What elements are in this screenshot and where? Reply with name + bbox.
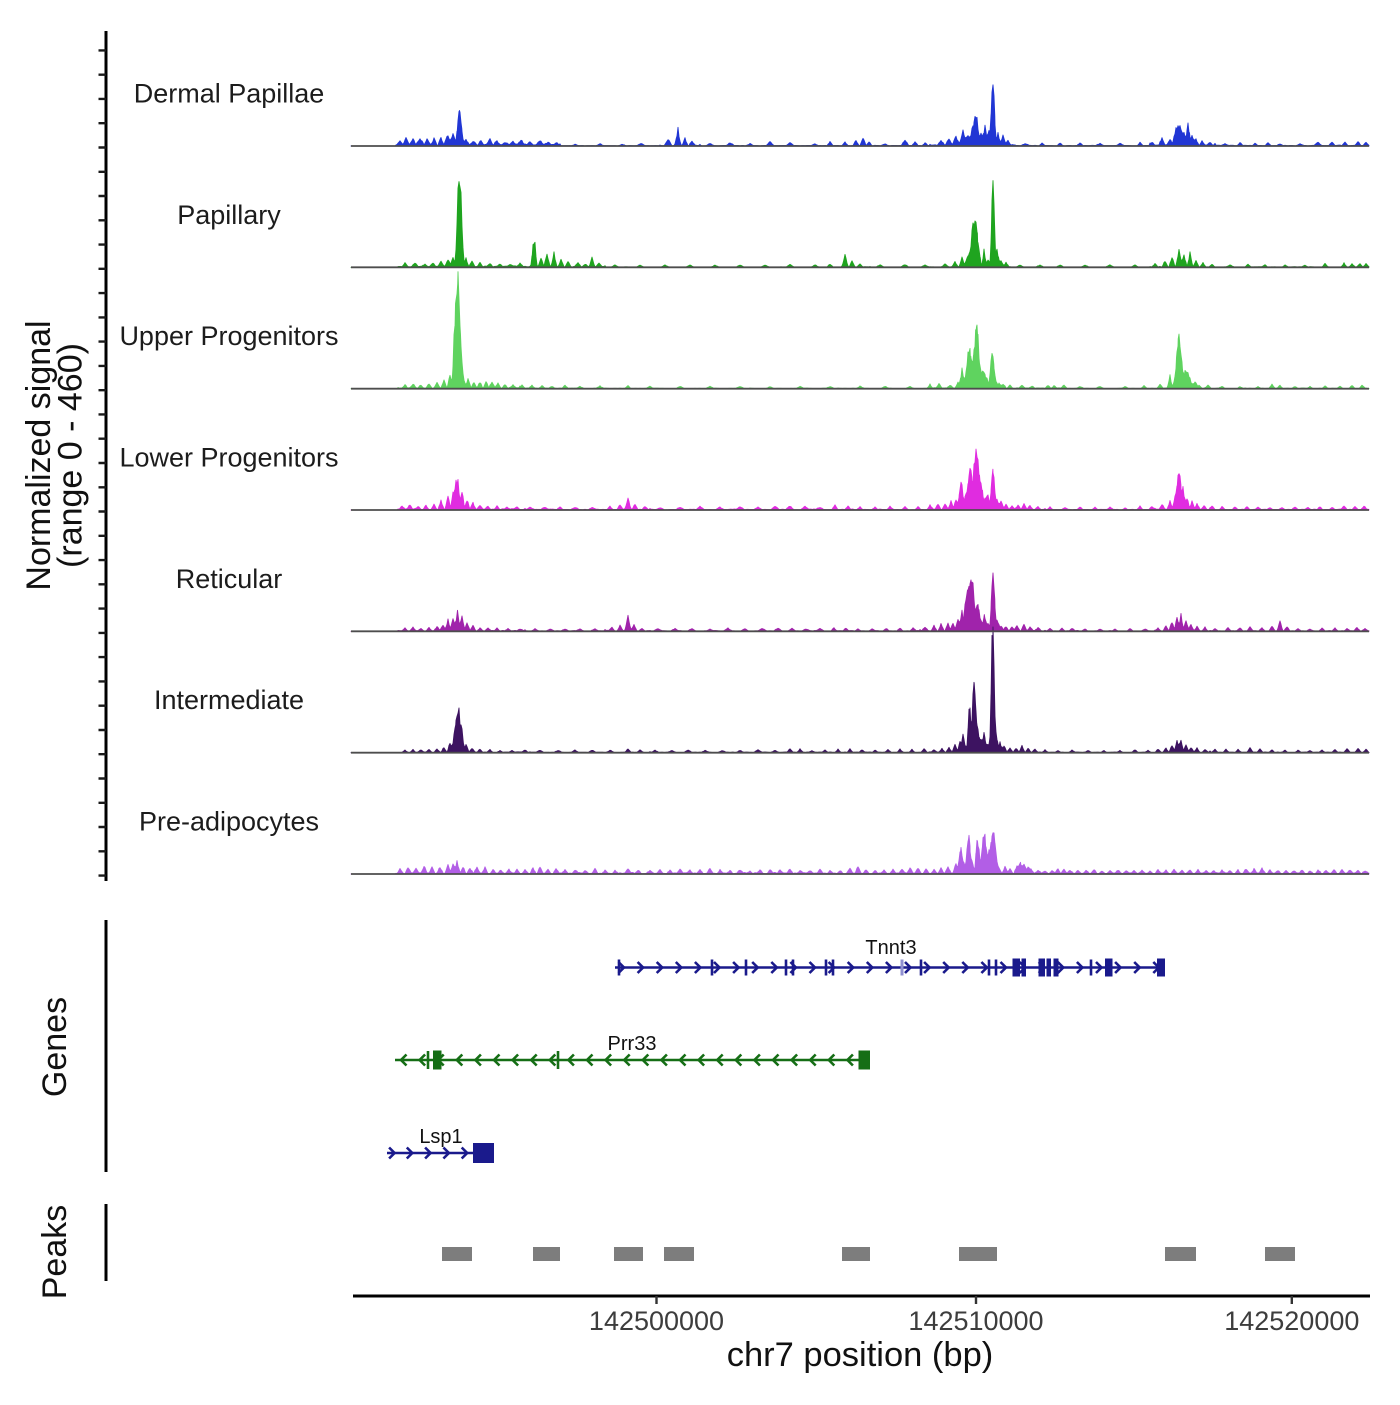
svg-text:Intermediate: Intermediate: [154, 685, 304, 715]
svg-text:Lower Progenitors: Lower Progenitors: [119, 443, 338, 473]
svg-text:Prr33: Prr33: [608, 1033, 657, 1055]
svg-text:142520000: 142520000: [1224, 1306, 1359, 1336]
svg-text:142500000: 142500000: [589, 1306, 724, 1336]
svg-text:Upper Progenitors: Upper Progenitors: [119, 321, 338, 351]
svg-text:chr7 position (bp): chr7 position (bp): [727, 1336, 994, 1374]
svg-text:Reticular: Reticular: [176, 564, 283, 594]
svg-text:142510000: 142510000: [908, 1306, 1043, 1336]
svg-text:Normalized signal: Normalized signal: [20, 320, 58, 590]
svg-text:(range 0 - 460): (range 0 - 460): [51, 343, 89, 568]
svg-text:Dermal Papillae: Dermal Papillae: [134, 79, 325, 109]
svg-text:Lsp1: Lsp1: [419, 1126, 462, 1148]
svg-text:Peaks: Peaks: [36, 1205, 74, 1300]
svg-text:Genes: Genes: [36, 997, 74, 1097]
svg-text:Papillary: Papillary: [177, 200, 281, 230]
svg-text:Tnnt3: Tnnt3: [865, 937, 916, 959]
svg-text:Pre-adipocytes: Pre-adipocytes: [139, 807, 319, 837]
